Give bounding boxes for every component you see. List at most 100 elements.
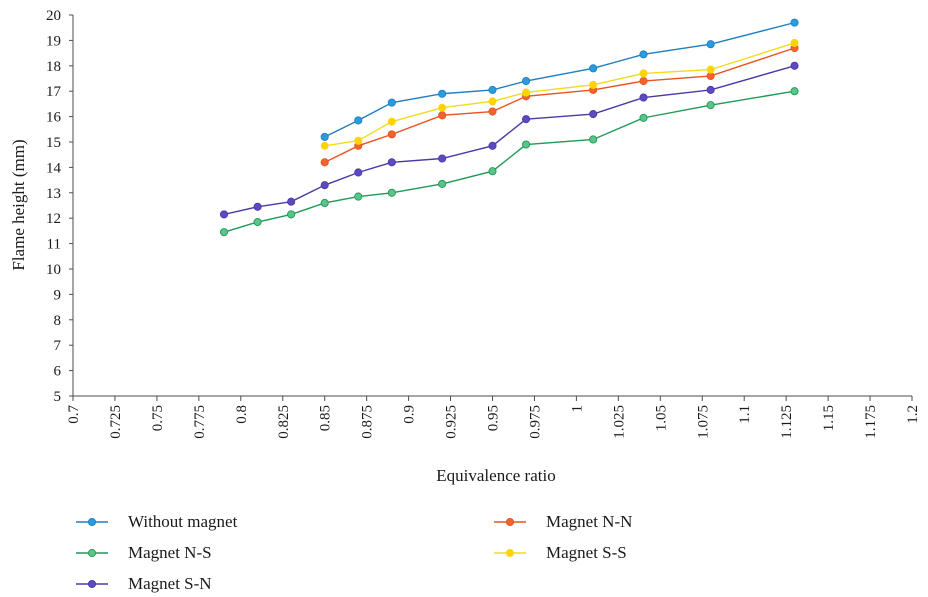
y-tick-label: 19	[46, 33, 61, 49]
data-point	[253, 217, 262, 227]
y-tick-label: 8	[54, 313, 62, 329]
data-point	[387, 188, 396, 197]
legend-item: Magnet S-N	[76, 574, 212, 593]
data-point	[320, 141, 329, 150]
legend: Without magnet Magnet N-N Magnet N-S Magnet…	[76, 512, 632, 593]
y-tick-label: 18	[46, 59, 61, 75]
data-point	[387, 158, 396, 167]
data-point	[589, 110, 598, 119]
y-tick-label: 6	[54, 364, 62, 380]
data-point	[354, 168, 363, 177]
data-point	[488, 141, 497, 150]
series-line	[223, 90, 795, 233]
y-tick-label: 10	[46, 262, 61, 278]
data-point	[354, 192, 363, 201]
data-point	[320, 181, 329, 190]
y-tick-label: 5	[54, 389, 62, 405]
legend-marker	[505, 548, 515, 558]
data-point	[522, 76, 531, 86]
data-point	[320, 198, 329, 208]
data-point	[706, 40, 715, 49]
y-tick-label: 16	[46, 110, 62, 126]
series-without-magnet	[320, 18, 799, 141]
data-point	[354, 136, 363, 145]
data-point	[219, 210, 229, 219]
data-point	[639, 50, 648, 59]
x-tick-label: 0.975	[527, 405, 543, 439]
legend-marker	[87, 548, 97, 558]
data-point	[488, 97, 497, 106]
x-tick-label: 1.1	[737, 405, 753, 424]
data-point	[387, 117, 396, 126]
y-axis: 5 6 7 8 9 10 11 12 13 14 15 16 17 18 19 20	[46, 8, 74, 405]
data-point	[589, 80, 598, 89]
data-point	[287, 210, 296, 219]
data-point	[354, 116, 363, 125]
data-point	[706, 85, 715, 94]
y-tick-label: 9	[54, 287, 62, 303]
x-tick-label: 0.85	[318, 405, 334, 431]
data-point	[790, 87, 799, 96]
x-tick-label: 0.8	[234, 405, 250, 424]
x-tick-label: 0.875	[360, 405, 376, 439]
data-point	[438, 89, 447, 98]
data-point	[589, 64, 598, 73]
data-point	[790, 18, 799, 27]
x-tick-label: 1.2	[905, 405, 921, 424]
x-tick-label: 0.725	[108, 405, 124, 439]
legend-item: Magnet S-S	[494, 543, 627, 562]
series-magnet-n-s	[219, 87, 799, 237]
legend-item: Without magnet	[76, 512, 238, 531]
data-point	[287, 197, 296, 206]
x-tick-label: 1.125	[779, 405, 795, 439]
y-tick-label: 14	[46, 160, 62, 176]
data-point	[488, 167, 497, 176]
x-tick-label: 1.025	[611, 405, 627, 439]
x-axis-title: Equivalence ratio	[436, 466, 555, 485]
y-tick-label: 11	[47, 237, 61, 253]
x-tick-label: 0.825	[276, 405, 292, 439]
y-tick-label: 12	[46, 211, 61, 227]
data-point	[219, 228, 229, 237]
data-point	[522, 88, 531, 97]
y-tick-label: 17	[46, 84, 62, 100]
plot-area	[219, 18, 799, 237]
legend-label: Without magnet	[128, 512, 238, 531]
data-point	[706, 65, 715, 74]
data-point	[522, 140, 531, 149]
x-tick-label: 1.05	[653, 405, 669, 431]
x-tick-label: 1	[569, 405, 585, 413]
data-point	[387, 130, 396, 139]
series-line	[324, 47, 795, 163]
x-tick-label: 0.9	[402, 405, 418, 424]
data-point	[438, 179, 447, 188]
data-point	[790, 61, 799, 70]
data-point	[320, 158, 329, 167]
x-axis: 0.7 0.725 0.75 0.775 0.8 0.825 0.85 0.875 0.9 0.9…	[66, 395, 921, 439]
x-tick-label: 0.7	[66, 405, 82, 424]
series-magnet-s-s	[320, 38, 799, 150]
y-tick-label: 15	[46, 135, 61, 151]
legend-label: Magnet S-S	[546, 543, 627, 562]
series-line	[324, 42, 795, 147]
data-point	[438, 103, 447, 112]
legend-item: Magnet N-N	[494, 512, 632, 531]
legend-marker	[87, 579, 97, 589]
x-tick-label: 0.775	[192, 405, 208, 439]
data-point	[320, 132, 329, 141]
data-point	[639, 76, 648, 86]
series-line	[324, 21, 795, 138]
legend-label: Magnet S-N	[128, 574, 212, 593]
legend-marker	[505, 517, 515, 527]
legend-marker	[87, 517, 97, 527]
data-point	[639, 69, 648, 78]
data-point	[488, 107, 497, 116]
x-tick-label: 0.95	[486, 405, 502, 431]
x-tick-label: 0.75	[150, 405, 166, 431]
x-tick-label: 0.925	[444, 405, 460, 439]
y-axis-title: Flame height (mm)	[9, 139, 28, 270]
legend-label: Magnet N-N	[546, 512, 632, 531]
data-point	[253, 202, 262, 211]
legend-label: Magnet N-S	[128, 543, 212, 562]
